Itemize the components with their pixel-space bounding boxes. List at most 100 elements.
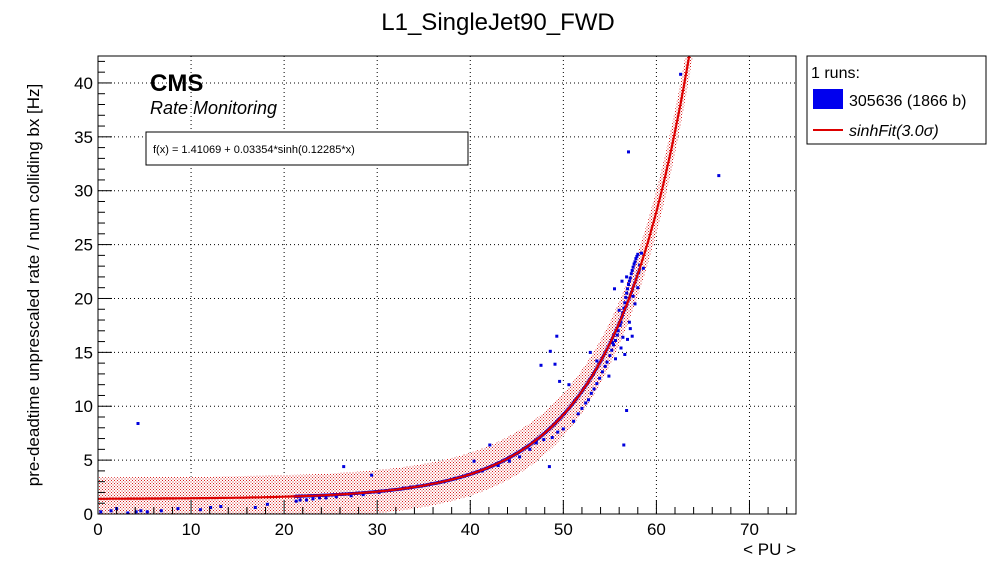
- y-tick-label: 40: [74, 74, 93, 93]
- data-point: [627, 283, 630, 286]
- data-point: [630, 269, 634, 272]
- cms-label: CMS: [150, 70, 203, 97]
- data-point: [613, 287, 616, 291]
- data-point: [558, 379, 562, 383]
- y-tick-label: 0: [84, 505, 93, 524]
- data-point: [584, 401, 588, 405]
- data-point: [633, 302, 637, 306]
- data-point: [595, 382, 599, 386]
- data-point: [548, 349, 552, 353]
- data-point: [253, 506, 257, 509]
- data-point: [99, 510, 103, 514]
- data-point: [567, 383, 571, 387]
- data-point: [555, 334, 559, 338]
- data-point: [518, 455, 522, 459]
- legend: 1 runs: 305636 (1866 b) sinhFit(3.0σ): [806, 55, 987, 145]
- data-point: [631, 294, 635, 298]
- data-point: [628, 276, 632, 280]
- data-point: [496, 464, 500, 467]
- data-point: [619, 346, 623, 350]
- data-point: [634, 257, 638, 261]
- y-tick-label: 5: [84, 451, 93, 470]
- data-point: [507, 459, 511, 463]
- data-point: [629, 272, 633, 276]
- data-point: [611, 341, 615, 345]
- data-point: [592, 387, 596, 391]
- data-point: [620, 279, 624, 283]
- plot-frame: [97, 55, 797, 515]
- data-point: [605, 360, 609, 364]
- data-point: [632, 262, 636, 266]
- data-point: [641, 266, 645, 270]
- data-point: [349, 494, 353, 498]
- legend-swatch-runs: [813, 89, 843, 109]
- data-point: [294, 499, 298, 503]
- data-point: [589, 391, 593, 395]
- data-point: [627, 150, 630, 154]
- rate-monitoring-label: Rate Monitoring: [150, 98, 277, 118]
- data-point: [628, 327, 632, 331]
- data-point: [561, 427, 565, 431]
- data-point: [472, 459, 476, 463]
- axis-ticks: [97, 60, 788, 515]
- data-point: [324, 496, 328, 500]
- data-point: [556, 430, 560, 434]
- data-point: [626, 337, 629, 341]
- data-point: [145, 510, 149, 514]
- data-point: [630, 334, 634, 338]
- data-point: [618, 323, 622, 327]
- data-point: [318, 496, 321, 500]
- data-point: [600, 370, 604, 374]
- data-point: [361, 493, 365, 497]
- legend-entry-fit: sinhFit(3.0σ): [849, 123, 939, 140]
- x-tick-label: 50: [554, 520, 573, 539]
- data-point: [625, 275, 629, 279]
- data-point: [619, 320, 623, 324]
- data-point: [622, 443, 626, 447]
- data-point: [598, 376, 602, 380]
- data-point: [139, 509, 143, 513]
- data-point: [623, 301, 627, 305]
- data-point: [534, 441, 538, 445]
- data-point: [209, 506, 213, 509]
- plot-area: [98, 56, 796, 514]
- y-tick-label: 10: [74, 397, 93, 416]
- legend-entry-run: 305636 (1866 b): [849, 93, 966, 110]
- y-tick-label: 20: [74, 289, 93, 308]
- data-point: [614, 339, 617, 342]
- data-point: [553, 362, 557, 366]
- data-point: [550, 436, 554, 439]
- data-point: [635, 254, 639, 258]
- data-point: [626, 287, 629, 291]
- data-point: [595, 359, 599, 363]
- data-point: [198, 508, 202, 512]
- data-point: [126, 511, 130, 514]
- data-point: [587, 398, 590, 402]
- data-point: [580, 406, 584, 410]
- x-tick-label: 0: [93, 520, 102, 539]
- data-point: [528, 447, 532, 451]
- data-point: [614, 357, 617, 361]
- data-point: [265, 502, 269, 506]
- y-tick-label: 35: [74, 128, 93, 147]
- y-axis-label: pre-deadtime unprescaled rate / num coll…: [24, 84, 43, 487]
- data-point: [311, 497, 315, 501]
- data-point: [608, 354, 612, 358]
- data-point: [219, 505, 223, 508]
- y-tick-labels: 0 5 10 15 20 25 30 35 40: [74, 74, 93, 524]
- x-tick-labels: 0 10 20 30 40 50 60 70: [93, 520, 759, 539]
- chart-title: L1_SingleJet90_FWD: [381, 9, 614, 36]
- x-tick-label: 20: [275, 520, 294, 539]
- formula-box: [145, 131, 469, 166]
- y-tick-label: 25: [74, 236, 93, 255]
- data-point: [631, 265, 635, 269]
- data-point: [488, 443, 492, 447]
- data-point: [298, 498, 302, 502]
- data-point: [623, 353, 627, 356]
- data-point: [370, 473, 374, 477]
- data-point: [603, 364, 607, 368]
- data-point: [136, 422, 140, 425]
- x-tick-label: 30: [368, 520, 387, 539]
- data-point: [607, 374, 611, 378]
